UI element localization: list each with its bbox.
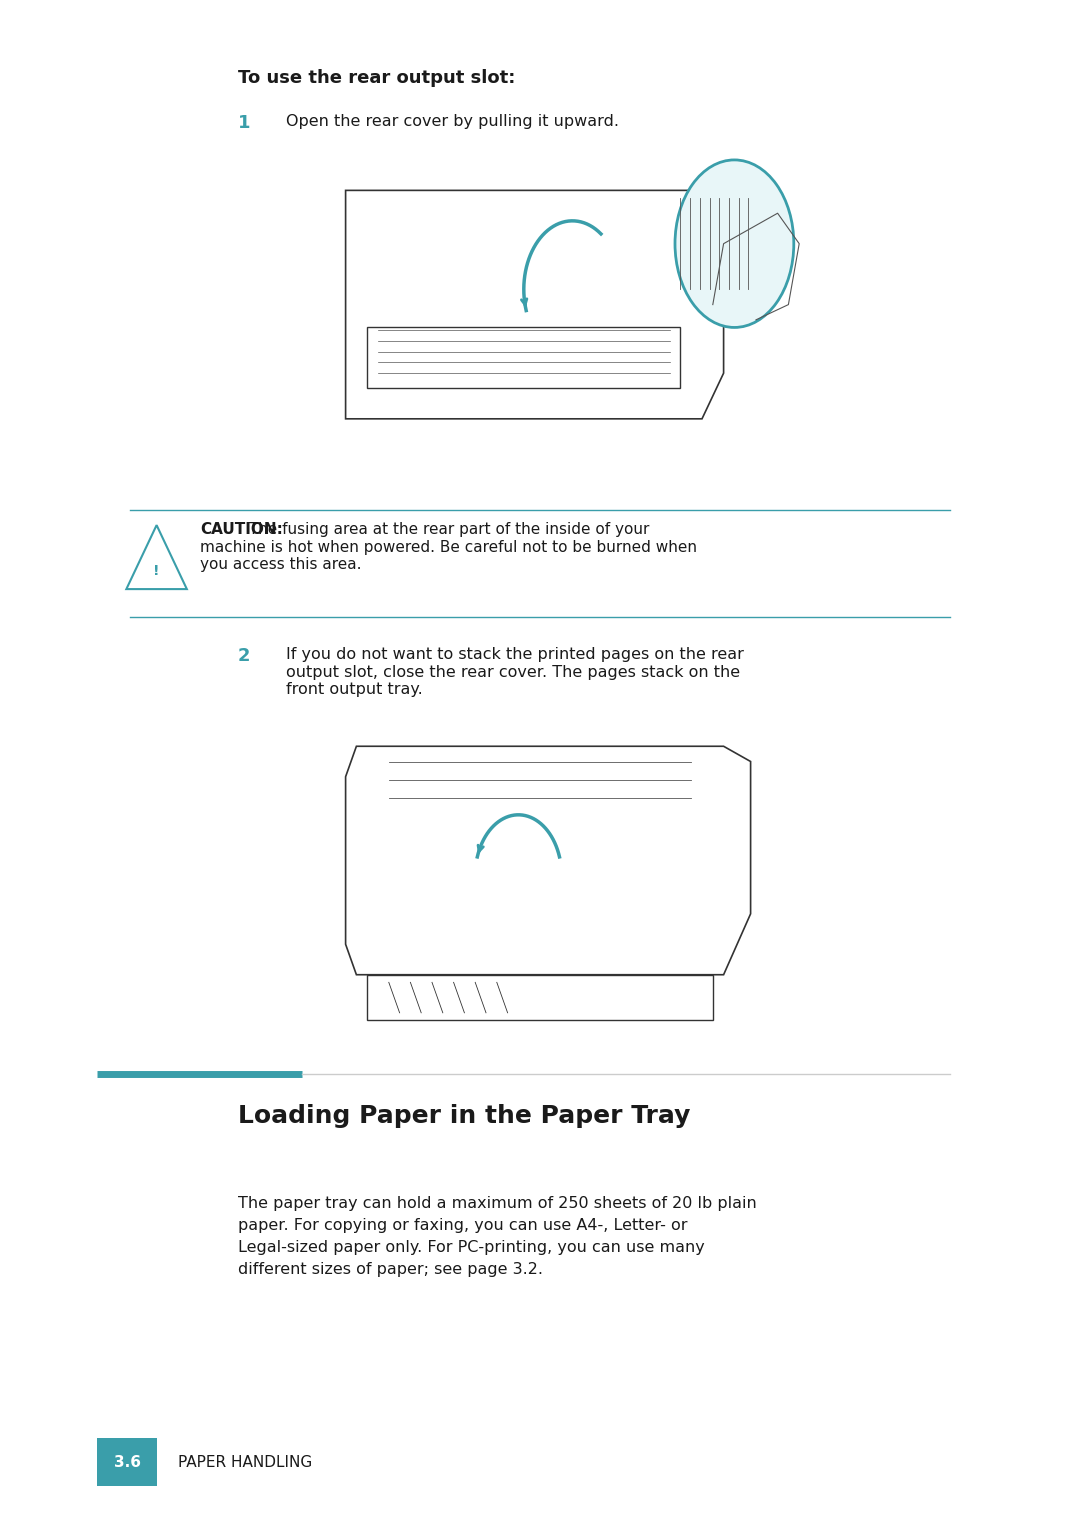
Text: CAUTION:: CAUTION: [200, 522, 283, 538]
Text: PAPER HANDLING: PAPER HANDLING [178, 1454, 312, 1470]
Text: 1: 1 [238, 114, 251, 133]
Text: To use the rear output slot:: To use the rear output slot: [238, 69, 515, 87]
Text: 3.6: 3.6 [114, 1454, 140, 1470]
Text: Loading Paper in the Paper Tray: Loading Paper in the Paper Tray [238, 1104, 690, 1129]
Circle shape [675, 160, 794, 327]
Text: If you do not want to stack the printed pages on the rear
output slot, close the: If you do not want to stack the printed … [286, 647, 744, 698]
Text: !: ! [153, 564, 160, 579]
Text: Open the rear cover by pulling it upward.: Open the rear cover by pulling it upward… [286, 114, 619, 129]
Text: The paper tray can hold a maximum of 250 sheets of 20 lb plain
paper. For copyin: The paper tray can hold a maximum of 250… [238, 1196, 756, 1278]
FancyBboxPatch shape [97, 1438, 157, 1486]
Text: The fusing area at the rear part of the inside of your
machine is hot when power: The fusing area at the rear part of the … [200, 522, 697, 573]
Text: 2: 2 [238, 647, 251, 666]
